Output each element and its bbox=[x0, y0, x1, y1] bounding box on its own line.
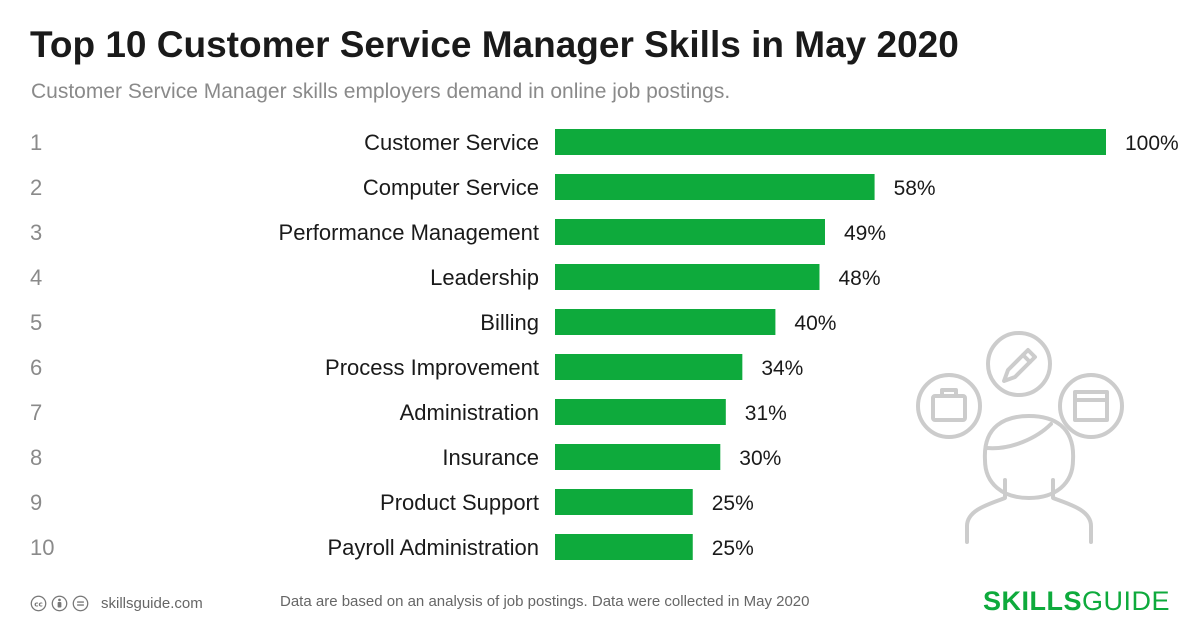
rank-number: 6 bbox=[30, 355, 42, 380]
category-label: Payroll Administration bbox=[327, 535, 539, 560]
value-label: 100% bbox=[1125, 132, 1179, 155]
attribution-icon bbox=[51, 595, 68, 611]
value-label: 48% bbox=[838, 267, 880, 290]
pencil-icon bbox=[986, 331, 1052, 397]
rank-number: 1 bbox=[30, 130, 42, 155]
rank-number: 4 bbox=[30, 265, 42, 290]
bar bbox=[555, 219, 825, 245]
data-source-note: Data are based on an analysis of job pos… bbox=[280, 593, 810, 610]
person-icon bbox=[965, 414, 1093, 544]
no-derivatives-icon bbox=[72, 595, 89, 611]
rank-number: 7 bbox=[30, 400, 42, 425]
rank-number: 5 bbox=[30, 310, 42, 335]
category-label: Leadership bbox=[430, 265, 539, 290]
value-label: 49% bbox=[844, 222, 886, 245]
bar bbox=[555, 264, 820, 290]
category-label: Insurance bbox=[442, 445, 539, 470]
value-label: 30% bbox=[739, 447, 781, 470]
bar bbox=[555, 174, 875, 200]
category-label: Computer Service bbox=[363, 175, 539, 200]
chart-title: Top 10 Customer Service Manager Skills i… bbox=[30, 24, 959, 65]
rank-number: 8 bbox=[30, 445, 42, 470]
license-and-site: cc skillsguide.com bbox=[30, 592, 203, 614]
bar bbox=[555, 309, 776, 335]
bar bbox=[555, 489, 693, 515]
value-label: 25% bbox=[712, 492, 754, 515]
rank-number: 9 bbox=[30, 490, 42, 515]
rank-number: 2 bbox=[30, 175, 42, 200]
brand-logo-light: GUIDE bbox=[1081, 586, 1170, 616]
career-illustration bbox=[916, 331, 1124, 544]
category-label: Customer Service bbox=[364, 130, 539, 155]
value-label: 34% bbox=[761, 357, 803, 380]
category-label: Product Support bbox=[380, 490, 539, 515]
category-label: Process Improvement bbox=[325, 355, 539, 380]
value-label: 40% bbox=[794, 312, 836, 335]
creative-commons-icon: cc bbox=[30, 595, 47, 611]
category-label: Performance Management bbox=[279, 220, 539, 245]
brand-logo[interactable]: SKILLSGUIDE bbox=[983, 586, 1170, 617]
bar bbox=[555, 444, 721, 470]
browser-window-icon bbox=[1058, 373, 1124, 439]
value-label: 58% bbox=[894, 177, 936, 200]
brand-logo-bold: SKILLS bbox=[982, 586, 1082, 616]
category-label: Administration bbox=[400, 400, 539, 425]
chart-subtitle: Customer Service Manager skills employer… bbox=[31, 80, 731, 103]
bar bbox=[555, 129, 1106, 155]
svg-text:cc: cc bbox=[34, 599, 43, 608]
bar bbox=[555, 399, 726, 425]
bar bbox=[555, 354, 743, 380]
category-label: Billing bbox=[480, 310, 539, 335]
value-label: 31% bbox=[745, 402, 787, 425]
bar bbox=[555, 534, 693, 560]
bar-chart: 1 Customer Service 100%2 Computer Service 58… bbox=[30, 129, 1179, 560]
rank-number: 10 bbox=[30, 535, 54, 560]
value-label: 25% bbox=[712, 537, 754, 560]
site-link[interactable]: skillsguide.com bbox=[101, 594, 203, 612]
briefcase-icon bbox=[916, 373, 982, 439]
rank-number: 3 bbox=[30, 220, 42, 245]
